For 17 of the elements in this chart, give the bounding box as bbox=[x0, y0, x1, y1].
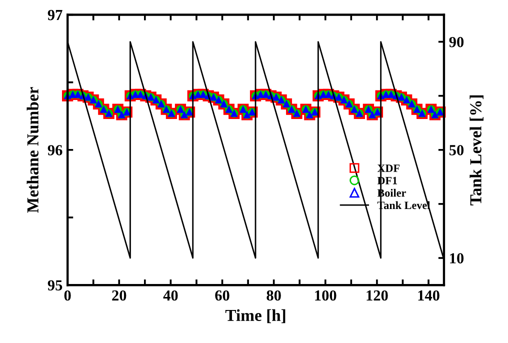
x-tick-label: 140 bbox=[418, 290, 440, 301]
x-tick-label: 20 bbox=[112, 290, 126, 301]
y2-tick-label: 50 bbox=[449, 145, 464, 156]
y-axis-title: Methane Number bbox=[26, 87, 39, 213]
y-tick-label: 97 bbox=[48, 10, 62, 20]
x-tick-label: 0 bbox=[64, 290, 71, 301]
x-tick-label: 80 bbox=[266, 290, 281, 301]
y2-tick-label: 10 bbox=[450, 253, 464, 264]
x-tick-label: 120 bbox=[366, 290, 388, 301]
x-axis-title: Time [h] bbox=[225, 309, 286, 324]
x-tick-label: 100 bbox=[315, 290, 336, 301]
y-tick-label: 96 bbox=[48, 145, 62, 156]
y-tick-label: 95 bbox=[48, 280, 62, 290]
y2-tick-label: 90 bbox=[449, 36, 464, 48]
y2-axis-title: Tank Level [%] bbox=[470, 95, 484, 206]
x-tick-label: 60 bbox=[215, 290, 230, 301]
x-tick-label: 40 bbox=[163, 290, 178, 301]
